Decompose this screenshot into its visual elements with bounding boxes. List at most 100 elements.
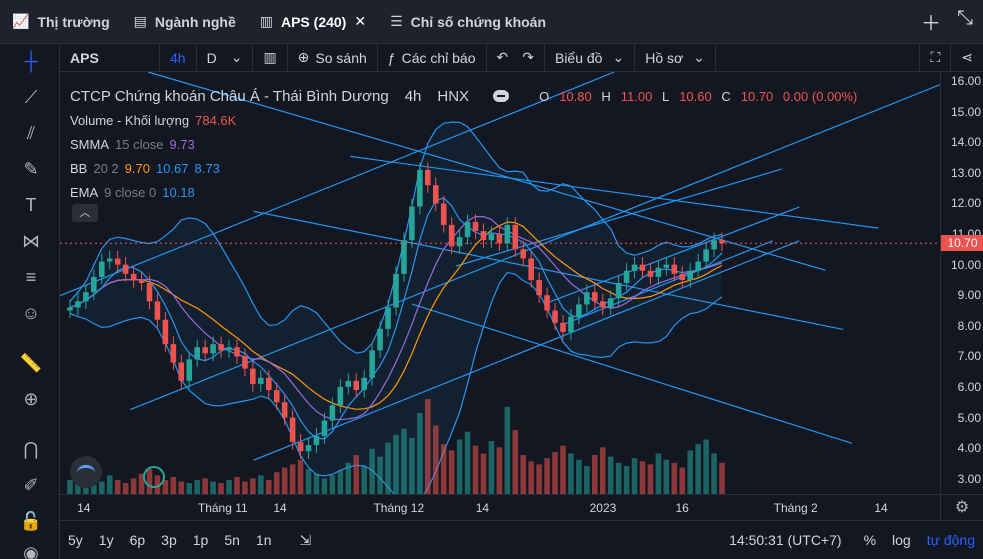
symbol-search[interactable]: APS xyxy=(60,43,160,72)
volume-bar xyxy=(162,479,169,494)
auto-toggle[interactable]: tự động xyxy=(926,532,975,548)
change: 0.00 (0.00%) xyxy=(782,88,858,104)
tab-stock-index[interactable]: ☰ Chỉ số chứng khoán xyxy=(378,0,558,44)
goto-date-icon[interactable]: ⇲ xyxy=(299,531,312,548)
clock[interactable]: 14:50:31 (UTC+7) xyxy=(729,532,842,548)
candle-body xyxy=(178,362,185,381)
volume-bar xyxy=(265,479,272,494)
tab-bar: 📈 Thị trường ▤ Ngành nghề ▥ APS (240) ✕ ☰ Chỉ… xyxy=(0,0,983,44)
volume-bar xyxy=(671,462,678,494)
volume-bar xyxy=(552,451,558,494)
volume-bar xyxy=(480,453,487,494)
close-icon[interactable]: ✕ xyxy=(354,13,367,29)
price-tick: 15.00 xyxy=(950,104,981,119)
brush-icon[interactable]: ✎ xyxy=(23,159,39,179)
trend-line xyxy=(60,72,615,297)
log-toggle[interactable]: log xyxy=(892,532,911,548)
tab-sector[interactable]: ▤ Ngành nghề xyxy=(122,0,248,44)
interval-4h[interactable]: 4h xyxy=(160,43,197,72)
candle-type-button[interactable]: ▥ xyxy=(253,43,288,72)
legend-bb[interactable]: BB 20 2 9.70 10.67 8.73 xyxy=(70,160,220,176)
share-icon[interactable]: ⋖ xyxy=(961,49,973,65)
candle-body xyxy=(146,283,153,302)
range-1d[interactable]: 1n xyxy=(255,532,272,548)
pattern-icon[interactable]: ⋈ xyxy=(22,231,40,251)
candle-body xyxy=(504,224,511,244)
chart-type-dropdown[interactable]: Biểu đồ ⌄ xyxy=(545,43,636,72)
volume-bar xyxy=(122,483,129,494)
tab-aps[interactable]: ▥ APS (240) ✕ xyxy=(248,0,378,44)
candle-body xyxy=(552,310,558,323)
chart-line-icon: 📈 xyxy=(12,13,30,29)
redo-icon[interactable]: ↷ xyxy=(522,49,534,65)
price-axis[interactable]: 16.00 15.00 14.00 13.00 12.00 11.00 10.00 9.00 8… xyxy=(940,72,983,494)
add-tab-icon[interactable]: ＋ xyxy=(921,13,941,35)
time-axis[interactable]: 14 Tháng 11 14 Tháng 12 14 2023 16 Tháng 2 14 xyxy=(60,494,940,520)
eye-icon[interactable]: ◉ xyxy=(23,543,39,559)
candle-body xyxy=(695,261,701,271)
collapse-icon[interactable]: ⤡ xyxy=(957,7,973,29)
candle-body xyxy=(313,435,320,446)
volume-bar xyxy=(504,406,511,494)
indicators-button[interactable]: ƒ Các chỉ báo xyxy=(378,43,487,72)
range-6m[interactable]: 6p xyxy=(129,532,146,548)
fullscreen-icon[interactable]: ⛶ xyxy=(919,43,952,72)
range-5y[interactable]: 5y xyxy=(68,532,83,548)
tab-market[interactable]: 📈 Thị trường xyxy=(0,0,122,44)
tab-label: Chỉ số chứng khoán xyxy=(410,13,547,30)
legend-ema[interactable]: EMA 9 close 0 10.18 xyxy=(70,184,195,200)
percent-toggle[interactable]: % xyxy=(863,532,877,548)
candle-body xyxy=(138,279,145,283)
candle-body xyxy=(234,347,240,357)
volume-bar xyxy=(536,464,542,494)
range-3m[interactable]: 3p xyxy=(161,532,177,548)
range-1y[interactable]: 1y xyxy=(98,532,114,548)
magnet-icon[interactable]: ⋂ xyxy=(23,439,39,459)
candle-body xyxy=(472,221,479,232)
lock-icon[interactable]: 🔓 xyxy=(19,511,43,531)
candle-body xyxy=(186,359,193,381)
compare-button[interactable]: ⊕ So sánh xyxy=(288,43,378,72)
price-tick: 12.00 xyxy=(950,196,981,211)
time-tick: 14 xyxy=(475,501,490,515)
undo-icon[interactable]: ↶ xyxy=(496,49,509,65)
prediction-icon[interactable]: ≡ xyxy=(25,267,37,287)
zoom-in-icon[interactable]: ⊕ xyxy=(23,389,39,409)
tab-label: Thị trường xyxy=(37,13,110,30)
text-icon[interactable]: T xyxy=(25,195,37,215)
plus-circle-icon: ⊕ xyxy=(297,49,310,65)
interval-dropdown[interactable]: D ⌄ xyxy=(197,43,254,72)
pitchfork-icon[interactable]: ⫽ xyxy=(26,123,36,143)
volume-bar xyxy=(401,428,407,494)
legend-smma[interactable]: SMMA 15 close 9.73 xyxy=(70,136,195,152)
event-marker-icon[interactable] xyxy=(143,466,165,488)
trend-line-icon[interactable]: ⟋ xyxy=(24,87,38,107)
crosshair-icon[interactable]: ┼ xyxy=(24,51,38,71)
function-icon: ƒ xyxy=(387,49,396,66)
volume-bar xyxy=(544,458,550,494)
profile-dropdown[interactable]: Hồ sơ ⌄ xyxy=(635,43,716,72)
ohlc-values: O 10.80 H 11.00 L 10.60 C 10.70 0.00 (0.00%) xyxy=(539,88,858,104)
volume-bar xyxy=(472,445,479,494)
lock-pencil-icon[interactable]: ✐ xyxy=(23,475,39,495)
collapse-legend-icon[interactable]: ︿ xyxy=(72,204,98,222)
legend-volume[interactable]: Volume - Khối lượng 784.6K xyxy=(70,112,237,128)
range-1m[interactable]: 1p xyxy=(192,532,209,548)
volume-bar xyxy=(496,447,503,494)
volume-bar xyxy=(679,467,686,494)
emoji-icon[interactable]: ☺ xyxy=(21,303,41,323)
range-5d[interactable]: 5n xyxy=(224,532,240,548)
chart-type-label: Biểu đồ xyxy=(554,49,603,66)
candle-body xyxy=(273,390,280,403)
candle-body xyxy=(647,270,654,277)
ruler-icon[interactable]: 📏 xyxy=(19,353,43,373)
tab-label: APS (240) xyxy=(280,13,347,30)
candle-body xyxy=(607,298,614,308)
chart-canvas[interactable] xyxy=(60,72,940,494)
volume-bar xyxy=(258,475,264,494)
volume-bar xyxy=(313,473,320,494)
hide-icon[interactable] xyxy=(493,90,510,102)
price-chart[interactable] xyxy=(60,72,940,494)
settings-gear-icon[interactable]: ⚙ xyxy=(940,494,983,520)
volume-bar xyxy=(242,481,248,494)
